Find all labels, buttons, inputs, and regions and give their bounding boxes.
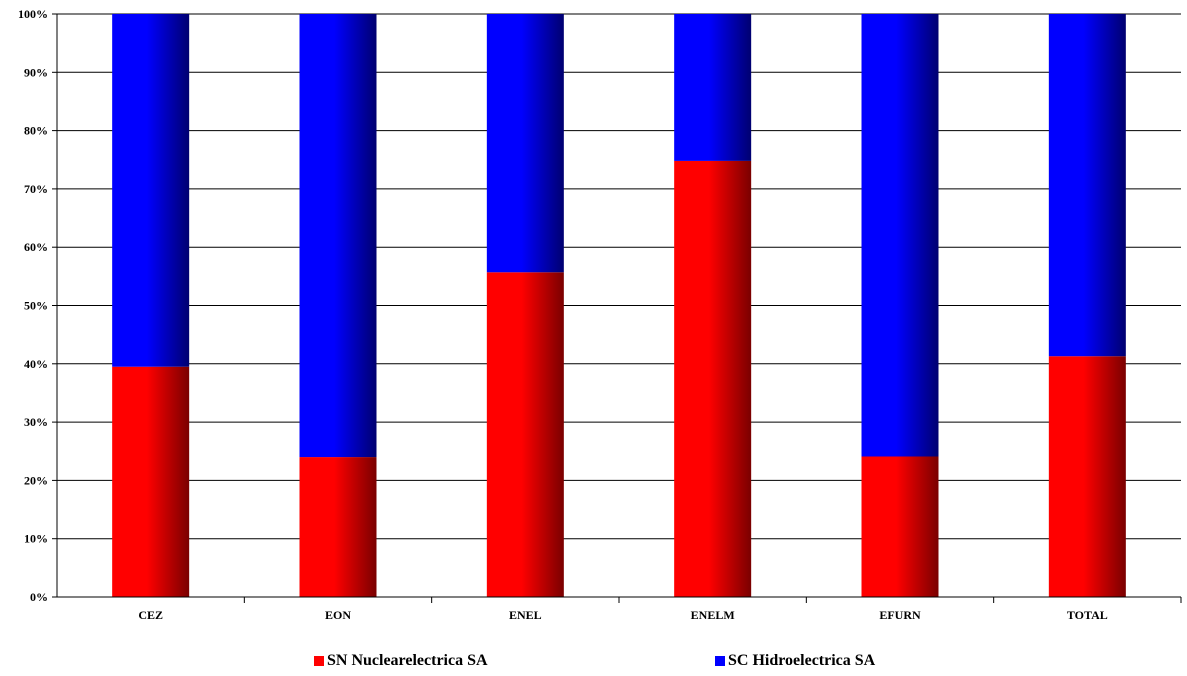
bar-efurn-series-1 [861,14,939,457]
x-tick-label: ENELM [691,608,735,622]
grid-lines [57,13,1181,598]
bar-enel-series-0 [486,272,564,597]
y-tick-label: 80% [24,124,48,138]
legend: SN Nuclearelectrica SA SC Hidroelectrica… [0,652,1187,676]
x-tick-label: EON [325,608,351,622]
y-tick-label: 100% [18,7,48,21]
legend-item-nuclearelectrica: SN Nuclearelectrica SA [314,652,488,670]
bar-cez-series-0 [112,366,190,597]
bar-eon-series-1 [299,14,377,458]
y-tick-label: 0% [30,590,48,604]
legend-item-hidroelectrica: SC Hidroelectrica SA [715,652,875,670]
legend-swatch-red [314,656,324,666]
legend-label: SN Nuclearelectrica SA [327,652,488,669]
bar-total-series-0 [1048,356,1126,597]
x-tick-label: ENEL [509,608,542,622]
legend-label: SC Hidroelectrica SA [728,652,876,669]
y-tick-label: 20% [24,473,48,487]
stacked-bar-chart: 0% 10% 20% 30% 40% 50% 60% 70% 80% 90% 100% CEZ EON E… [18,7,1182,622]
y-tick-label: 40% [24,357,48,371]
y-tick-label: 60% [24,240,48,254]
bar-total-series-1 [1048,14,1126,357]
tick-labels: 0% 10% 20% 30% 40% 50% 60% 70% 80% 90% 100% CEZ EON E… [18,7,1108,622]
y-tick-label: 70% [24,182,48,196]
bar-enel-series-1 [486,14,564,273]
axes [52,13,1182,603]
y-tick-label: 50% [24,299,48,313]
x-tick-label: TOTAL [1067,608,1108,622]
bar-eon-series-0 [299,457,377,597]
y-tick-label: 30% [24,415,48,429]
bar-enelm-series-0 [674,160,752,597]
bar-enelm-series-1 [674,14,752,161]
bar-efurn-series-0 [861,456,939,597]
y-tick-label: 10% [24,532,48,546]
legend-swatch-blue [715,656,725,666]
x-tick-label: EFURN [879,608,921,622]
x-tick-label: CEZ [138,608,163,622]
bars [112,14,1126,597]
bar-cez-series-1 [112,14,190,367]
y-tick-label: 90% [24,65,48,79]
